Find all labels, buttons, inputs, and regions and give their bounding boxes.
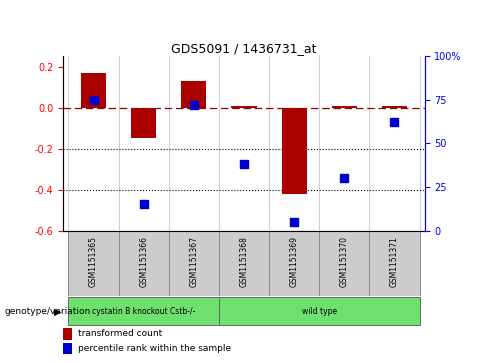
Text: GSM1151368: GSM1151368 <box>240 236 248 287</box>
Text: percentile rank within the sample: percentile rank within the sample <box>78 344 231 353</box>
Text: GSM1151367: GSM1151367 <box>189 236 198 287</box>
Bar <box>68 231 119 296</box>
Point <box>140 201 147 207</box>
Point <box>190 102 198 108</box>
Bar <box>169 231 219 296</box>
Text: cystatin B knockout Cstb-/-: cystatin B knockout Cstb-/- <box>92 307 195 316</box>
Bar <box>382 106 407 107</box>
Point <box>90 97 98 103</box>
Text: transformed count: transformed count <box>78 330 162 338</box>
Text: GSM1151365: GSM1151365 <box>89 236 98 287</box>
Bar <box>182 81 206 107</box>
Text: wild type: wild type <box>302 307 337 316</box>
Point <box>390 119 398 125</box>
Title: GDS5091 / 1436731_at: GDS5091 / 1436731_at <box>171 42 317 55</box>
Bar <box>63 343 73 354</box>
Bar <box>131 107 156 138</box>
Bar <box>332 106 357 107</box>
Text: GSM1151370: GSM1151370 <box>340 236 349 287</box>
Bar <box>81 73 106 107</box>
Bar <box>219 231 269 296</box>
Bar <box>231 106 257 107</box>
Bar <box>219 297 420 325</box>
Text: GSM1151369: GSM1151369 <box>290 236 299 287</box>
Point <box>290 219 298 225</box>
Bar <box>68 297 219 325</box>
Point <box>240 162 248 167</box>
Bar <box>369 231 420 296</box>
Text: GSM1151366: GSM1151366 <box>139 236 148 287</box>
Text: genotype/variation: genotype/variation <box>5 307 91 316</box>
Bar <box>63 328 73 340</box>
Bar <box>319 231 369 296</box>
Point <box>341 175 348 181</box>
Bar <box>269 231 319 296</box>
Bar <box>119 231 169 296</box>
Bar <box>282 107 306 193</box>
Text: GSM1151371: GSM1151371 <box>390 236 399 287</box>
Text: ▶: ▶ <box>54 306 61 316</box>
